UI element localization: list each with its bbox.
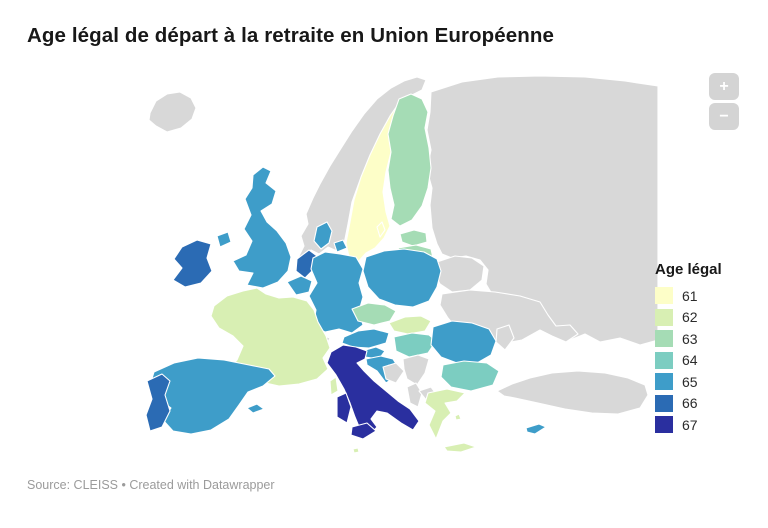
country-ro[interactable] xyxy=(430,320,497,364)
country-bg[interactable] xyxy=(440,360,500,392)
map-zoom-controls: + − xyxy=(709,73,739,130)
country-ee[interactable] xyxy=(399,229,428,247)
minus-icon: − xyxy=(719,108,729,125)
legend-label: 62 xyxy=(682,309,698,326)
country-ie[interactable] xyxy=(172,239,213,288)
country-gr-islands[interactable] xyxy=(454,413,462,421)
plus-icon: + xyxy=(719,78,729,95)
country-by[interactable] xyxy=(433,255,485,293)
legend-swatch-61 xyxy=(655,287,673,305)
country-mt[interactable] xyxy=(352,447,360,454)
source-note: Source: CLEISS • Created with Datawrappe… xyxy=(27,478,275,492)
country-tr[interactable] xyxy=(496,370,649,415)
legend-title: Age légal xyxy=(655,261,722,278)
legend-item: 66 xyxy=(655,394,722,413)
legend-swatch-67 xyxy=(655,416,673,434)
country-es-balearics[interactable] xyxy=(246,403,265,414)
country-gb[interactable] xyxy=(232,166,292,289)
legend-label: 66 xyxy=(682,395,698,412)
legend-swatch-65 xyxy=(655,373,673,391)
country-be[interactable] xyxy=(286,275,313,296)
zoom-in-button[interactable]: + xyxy=(709,73,739,100)
legend-label: 61 xyxy=(682,287,698,304)
country-it-sicily[interactable] xyxy=(350,422,377,440)
legend-item: 62 xyxy=(655,308,722,327)
legend-item: 64 xyxy=(655,351,722,370)
country-is[interactable] xyxy=(148,91,197,133)
legend-label: 67 xyxy=(682,416,698,433)
legend-label: 64 xyxy=(682,352,698,369)
country-gr[interactable] xyxy=(424,388,466,440)
country-hu[interactable] xyxy=(393,332,437,358)
legend-item: 65 xyxy=(655,373,722,391)
country-dk-islands[interactable] xyxy=(333,239,348,253)
country-cz[interactable] xyxy=(351,302,397,326)
legend-swatch-66 xyxy=(655,394,673,412)
country-fr[interactable] xyxy=(210,287,331,387)
legend-item: 61 xyxy=(655,287,722,305)
country-al[interactable] xyxy=(406,382,423,408)
country-ba[interactable] xyxy=(382,362,405,384)
legend-swatch-62 xyxy=(655,308,673,326)
country-pl[interactable] xyxy=(362,248,442,308)
country-it-sardinia[interactable] xyxy=(336,392,352,424)
legend-label: 65 xyxy=(682,373,698,390)
legend-swatch-64 xyxy=(655,351,673,369)
legend-item: 67 xyxy=(655,416,722,434)
country-sk[interactable] xyxy=(388,315,432,335)
country-gr-crete[interactable] xyxy=(443,442,477,453)
country-dk[interactable] xyxy=(313,221,333,250)
legend: Age légal 61 62 63 64 65 66 67 xyxy=(655,261,722,438)
country-fi[interactable] xyxy=(387,93,432,227)
country-gb-nireland[interactable] xyxy=(216,231,232,248)
country-cy[interactable] xyxy=(525,423,547,435)
zoom-out-button[interactable]: − xyxy=(709,103,739,130)
country-de[interactable] xyxy=(308,251,364,334)
country-md[interactable] xyxy=(495,324,515,351)
country-pt[interactable] xyxy=(145,373,171,432)
chart-title: Age légal de départ à la retraite en Uni… xyxy=(27,24,555,47)
country-at[interactable] xyxy=(341,328,390,349)
country-rs[interactable] xyxy=(402,354,430,386)
legend-item: 63 xyxy=(655,330,722,348)
country-se-gotland[interactable] xyxy=(376,221,386,238)
country-es[interactable] xyxy=(149,357,276,435)
legend-swatch-63 xyxy=(655,330,673,348)
legend-label: 63 xyxy=(682,330,698,347)
country-fr-corsica[interactable] xyxy=(329,376,339,396)
